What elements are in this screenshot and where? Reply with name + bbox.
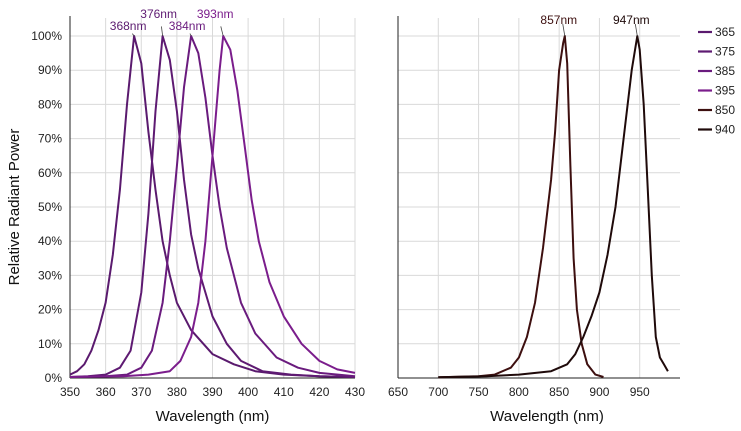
x-tick-label-right: 750 bbox=[469, 385, 489, 399]
legend-label-850: 850 bbox=[715, 103, 735, 117]
x-tick-label-left: 400 bbox=[238, 385, 258, 399]
x-tick-label-left: 410 bbox=[274, 385, 294, 399]
y-tick-label: 50% bbox=[38, 200, 62, 214]
legend-label-940: 940 bbox=[715, 123, 735, 137]
peak-label-376nm: 376nm bbox=[140, 7, 177, 21]
x-axis-title-left: Wavelength (nm) bbox=[156, 408, 270, 425]
peak-leader-line bbox=[220, 26, 224, 37]
x-tick-label-left: 370 bbox=[131, 385, 151, 399]
x-axis-title-right: Wavelength (nm) bbox=[490, 408, 604, 425]
series-line-375 bbox=[69, 35, 356, 378]
peak-label-857nm: 857nm bbox=[540, 13, 577, 27]
y-tick-label: 70% bbox=[38, 132, 62, 146]
series-line-395 bbox=[69, 35, 356, 378]
peak-leader-line bbox=[132, 33, 135, 37]
peak-leader-line bbox=[562, 23, 566, 37]
x-tick-label-right: 950 bbox=[630, 385, 650, 399]
x-tick-label-right: 700 bbox=[428, 385, 448, 399]
peak-leader-line bbox=[161, 26, 164, 37]
peak-leader-line bbox=[189, 33, 192, 37]
x-tick-label-left: 380 bbox=[167, 385, 187, 399]
x-tick-label-left: 350 bbox=[60, 385, 80, 399]
y-tick-label: 0% bbox=[45, 371, 63, 385]
peak-label-393nm: 393nm bbox=[197, 7, 234, 21]
x-tick-label-left: 430 bbox=[345, 385, 365, 399]
legend-label-365: 365 bbox=[715, 25, 735, 39]
x-tick-label-right: 650 bbox=[388, 385, 408, 399]
y-tick-label: 80% bbox=[38, 97, 62, 111]
y-tick-label: 20% bbox=[38, 303, 62, 317]
x-tick-label-left: 390 bbox=[202, 385, 222, 399]
legend-label-375: 375 bbox=[715, 45, 735, 59]
y-tick-label: 30% bbox=[38, 268, 62, 282]
peak-leader-line bbox=[634, 23, 638, 37]
x-tick-label-right: 850 bbox=[549, 385, 569, 399]
x-tick-label-left: 360 bbox=[96, 385, 116, 399]
series-line-850 bbox=[438, 35, 604, 379]
peak-label-947nm: 947nm bbox=[613, 13, 650, 27]
x-tick-label-right: 900 bbox=[589, 385, 609, 399]
y-tick-label: 40% bbox=[38, 234, 62, 248]
y-tick-label: 90% bbox=[38, 63, 62, 77]
legend-label-395: 395 bbox=[715, 84, 735, 98]
series-line-385 bbox=[69, 35, 356, 378]
series-line-940 bbox=[438, 35, 669, 379]
y-axis-title: Relative Radiant Power bbox=[6, 129, 23, 286]
x-tick-label-left: 420 bbox=[309, 385, 329, 399]
y-tick-label: 100% bbox=[31, 29, 62, 43]
y-tick-label: 10% bbox=[38, 337, 62, 351]
series-line-365 bbox=[69, 35, 356, 378]
y-tick-label: 60% bbox=[38, 166, 62, 180]
peak-label-384nm: 384nm bbox=[169, 19, 206, 33]
peak-label-368nm: 368nm bbox=[110, 19, 147, 33]
legend-label-385: 385 bbox=[715, 64, 735, 78]
x-tick-label-right: 800 bbox=[509, 385, 529, 399]
